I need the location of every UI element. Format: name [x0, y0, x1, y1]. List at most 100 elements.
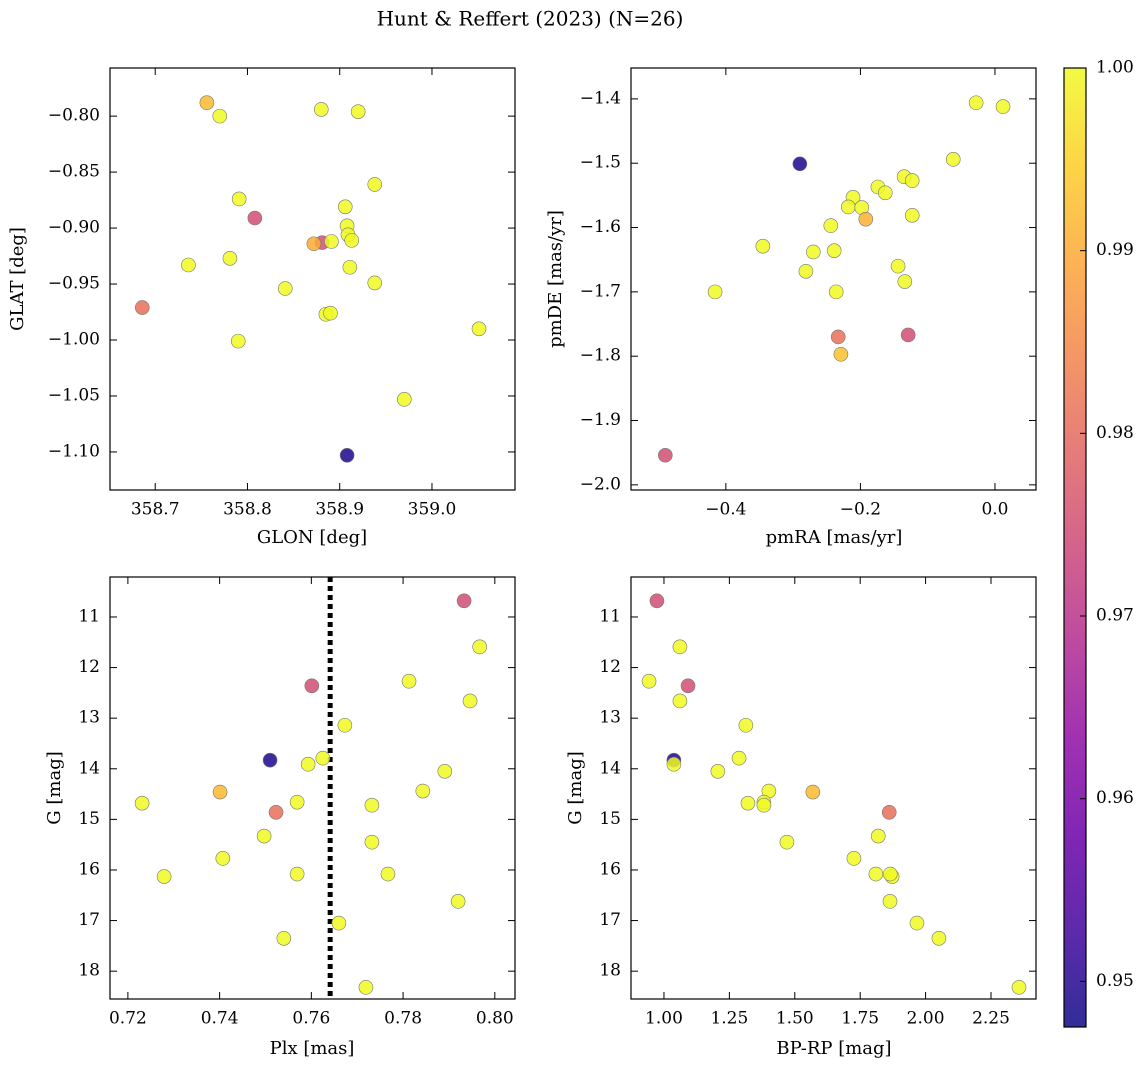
point: [904, 208, 920, 223]
plot-frame: [109, 67, 516, 491]
figure-title: Hunt & Reffert (2023) (N=26): [377, 7, 684, 31]
colorbar-tick-label: 0.97: [1096, 606, 1134, 626]
y-tick-label: −1.6: [580, 217, 621, 237]
point: [415, 783, 431, 799]
plot-frame: [630, 576, 1037, 1000]
y-tick-label: 17: [599, 910, 621, 930]
point: [337, 717, 353, 733]
x-axis-label: GLON [deg]: [257, 527, 367, 548]
point: [471, 321, 487, 337]
point: [830, 329, 846, 345]
point: [230, 333, 246, 349]
point: [313, 102, 329, 117]
y-tick-label: 18: [78, 961, 100, 981]
colorbar-tick-label: 1.00: [1096, 58, 1134, 78]
y-tick-label: 14: [78, 758, 100, 778]
point: [672, 639, 688, 655]
point: [968, 95, 984, 111]
point: [798, 263, 814, 279]
point: [846, 851, 862, 866]
point: [841, 199, 856, 215]
point: [882, 866, 898, 882]
point: [350, 104, 366, 119]
point: [472, 639, 487, 655]
point: [870, 828, 886, 844]
point: [710, 764, 726, 779]
y-tick-label: −0.80: [48, 106, 100, 126]
point: [262, 752, 278, 768]
point: [904, 173, 920, 188]
y-tick-label: 18: [599, 961, 621, 981]
point: [337, 199, 353, 215]
point: [300, 756, 316, 772]
y-axis-label: GLAT [deg]: [7, 227, 28, 331]
point: [344, 233, 360, 248]
point: [456, 593, 472, 609]
point: [826, 243, 842, 258]
point: [731, 750, 747, 766]
x-tick-label: 0.76: [292, 1009, 330, 1029]
point: [779, 834, 795, 850]
point: [315, 750, 331, 766]
y-tick-label: −1.10: [48, 441, 100, 461]
point: [707, 284, 723, 300]
x-tick-label: 0.72: [109, 1009, 147, 1029]
point: [289, 794, 305, 810]
y-tick-label: 12: [599, 657, 621, 677]
x-tick-label: 358.9: [315, 500, 364, 520]
y-tick-label: 16: [599, 859, 621, 879]
point: [995, 99, 1011, 114]
y-tick-label: 15: [78, 809, 100, 829]
point: [199, 95, 215, 111]
point: [231, 191, 247, 207]
point: [212, 784, 228, 800]
point: [680, 678, 696, 694]
point: [450, 894, 466, 909]
point: [897, 274, 913, 289]
point: [738, 717, 754, 733]
colorbar-tick-label: 0.98: [1096, 423, 1134, 443]
y-axis-label: G [mag]: [565, 751, 586, 824]
x-tick-label: 359.0: [408, 500, 457, 520]
point: [339, 447, 355, 463]
point: [823, 218, 839, 233]
y-tick-label: 11: [599, 606, 621, 626]
x-tick-label: 1.25: [710, 1009, 748, 1029]
point: [806, 244, 821, 260]
point: [358, 980, 374, 995]
point: [658, 447, 673, 463]
y-tick-label: 13: [599, 708, 621, 728]
y-tick-label: −0.95: [48, 274, 100, 294]
x-tick-label: 0.80: [476, 1009, 514, 1029]
point: [833, 346, 849, 362]
point: [462, 693, 478, 709]
point: [156, 869, 172, 884]
point: [324, 234, 339, 249]
point: [909, 915, 925, 931]
point: [858, 211, 874, 227]
point: [401, 673, 417, 689]
point: [268, 804, 284, 820]
point: [882, 894, 898, 909]
point: [277, 281, 293, 296]
y-tick-label: 16: [78, 859, 100, 879]
plot-frame: [109, 576, 516, 1000]
point: [342, 259, 358, 275]
point: [364, 834, 380, 850]
point: [649, 593, 665, 609]
point: [304, 678, 320, 694]
point: [276, 930, 292, 946]
point: [181, 257, 196, 273]
point: [931, 930, 947, 946]
point: [881, 804, 897, 820]
point: [323, 305, 338, 321]
y-axis-label: pmDE [mas/yr]: [545, 210, 566, 348]
point: [256, 828, 272, 844]
colorbar: [1063, 67, 1087, 1028]
plot-frame: [630, 67, 1037, 491]
point: [878, 185, 893, 201]
y-tick-label: 11: [78, 606, 100, 626]
point: [247, 210, 263, 226]
y-tick-label: −1.4: [580, 88, 621, 108]
